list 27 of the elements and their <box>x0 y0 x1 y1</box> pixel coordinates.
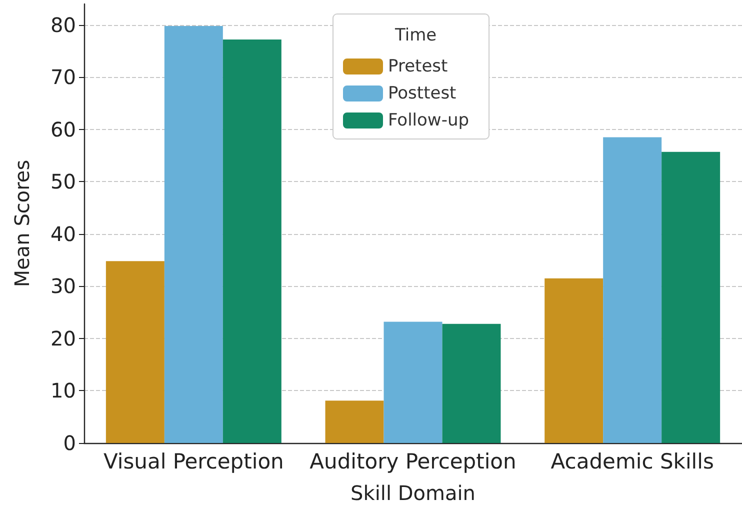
bar <box>325 400 384 443</box>
x-tick-label: Academic Skills <box>550 450 714 474</box>
legend-label: Follow-up <box>388 110 470 130</box>
bar <box>164 26 223 443</box>
x-tick-label: Auditory Perception <box>310 450 516 474</box>
y-tick-label: 0 <box>63 431 76 455</box>
legend-title: Time <box>394 26 437 46</box>
bar <box>662 152 720 443</box>
y-tick-label: 50 <box>50 170 76 194</box>
bar <box>384 322 442 443</box>
bar <box>544 278 604 443</box>
y-tick-label: 10 <box>50 378 76 403</box>
legend-label: Pretest <box>388 56 448 76</box>
x-tick-label: Visual Perception <box>103 450 284 474</box>
bar <box>603 137 662 443</box>
bar <box>442 324 501 443</box>
y-tick-label: 40 <box>50 222 76 246</box>
y-tick-label: 70 <box>50 65 76 90</box>
y-tick-label: 80 <box>50 12 76 37</box>
bar <box>106 261 164 443</box>
bar <box>222 40 282 443</box>
y-tick-label: 60 <box>50 117 76 142</box>
y-tick-label: 30 <box>50 274 76 298</box>
y-tick-label: 20 <box>50 326 76 350</box>
legend-label: Posttest <box>388 84 457 104</box>
x-axis-title: Skill Domain <box>350 481 476 505</box>
y-axis-title: Mean Scores <box>10 160 34 288</box>
